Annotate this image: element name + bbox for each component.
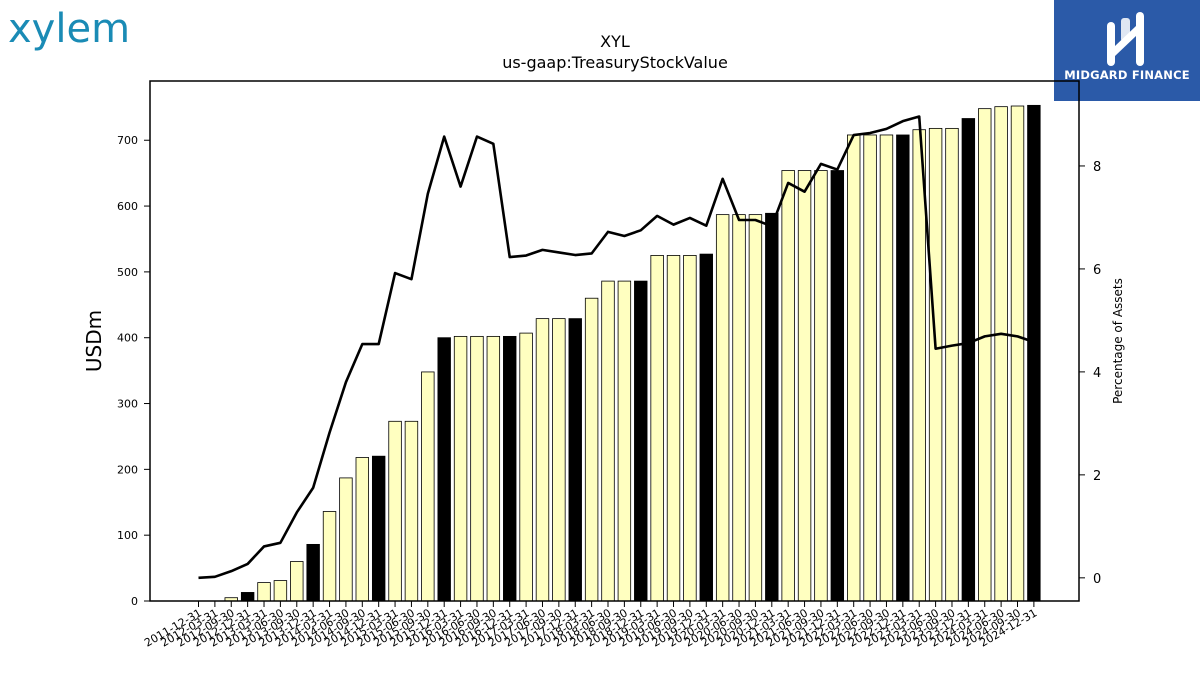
bar [961, 118, 976, 602]
bar [404, 420, 419, 602]
y2-tick-label: 6 [1093, 263, 1101, 278]
bar [584, 297, 599, 602]
bar [928, 127, 943, 602]
bar [322, 511, 337, 602]
y-tick-label: 0 [131, 595, 138, 608]
bar [240, 592, 255, 602]
y-axis-left: 0 100 200 300 400 500 600 700 [117, 134, 150, 608]
bar [519, 332, 533, 602]
bar [617, 280, 632, 602]
bar [568, 318, 582, 602]
midgard-emblem-icon [1107, 12, 1144, 66]
bar [306, 543, 320, 602]
bar [945, 127, 959, 602]
bar [830, 170, 845, 602]
chart-title: XYL [600, 32, 630, 51]
y2-tick-label: 0 [1093, 572, 1101, 587]
bar [879, 134, 894, 602]
bar [732, 214, 746, 602]
line-series [198, 115, 1035, 580]
y-tick-label: 400 [117, 332, 138, 345]
midgard-finance-logo: MIDGARD FINANCE [1054, 0, 1200, 101]
chart-subtitle: us-gaap:TreasuryStockValue [502, 53, 728, 72]
y-tick-label: 500 [117, 266, 138, 279]
bar [797, 170, 812, 602]
bar [896, 134, 910, 602]
xylem-logo-text: xylem [8, 6, 130, 52]
bar [421, 371, 435, 602]
bar [781, 170, 795, 602]
bar [371, 455, 386, 602]
bar-series [224, 104, 1041, 602]
bar [339, 477, 353, 602]
xylem-logo: xylem [6, 2, 136, 58]
y-tick-label: 700 [117, 134, 138, 147]
midgard-finance-logo-text: MIDGARD FINANCE [1064, 68, 1190, 82]
bar [994, 106, 1008, 602]
bar [257, 582, 271, 602]
x-axis: 2011-12-312012-03-312012-09-302012-12-31… [142, 601, 1039, 650]
y2-tick-label: 8 [1093, 160, 1101, 175]
y-tick-label: 200 [117, 463, 138, 476]
bar [290, 561, 304, 602]
y-tick-label: 300 [117, 398, 138, 411]
bar [437, 337, 451, 602]
bar [273, 580, 288, 602]
bar [1010, 105, 1025, 602]
bar [683, 255, 697, 602]
bar [912, 129, 926, 602]
y-axis-right: 0 2 4 6 8 [1079, 160, 1101, 587]
bar [863, 134, 877, 602]
bar [453, 335, 468, 602]
bar [1027, 104, 1041, 602]
y-tick-label: 600 [117, 200, 138, 213]
bar [748, 214, 763, 602]
bar [765, 212, 779, 602]
percentage-of-assets-line [198, 115, 1035, 580]
bar [978, 108, 992, 602]
y-tick-label: 100 [117, 529, 138, 542]
bar [666, 255, 681, 602]
bar [470, 335, 484, 602]
bar [486, 335, 501, 602]
bar [503, 335, 517, 602]
plot-frame [149, 80, 1080, 602]
bar [535, 318, 550, 602]
bar [552, 318, 566, 602]
bar [715, 214, 730, 602]
bar [699, 253, 713, 602]
bar [650, 255, 664, 602]
y2-tick-label: 4 [1093, 366, 1101, 381]
bar [388, 420, 402, 602]
bar [814, 170, 828, 602]
y2-tick-label: 2 [1093, 469, 1101, 484]
bar [355, 457, 370, 602]
bar [634, 280, 648, 602]
bar [601, 280, 615, 602]
bar [847, 134, 861, 602]
